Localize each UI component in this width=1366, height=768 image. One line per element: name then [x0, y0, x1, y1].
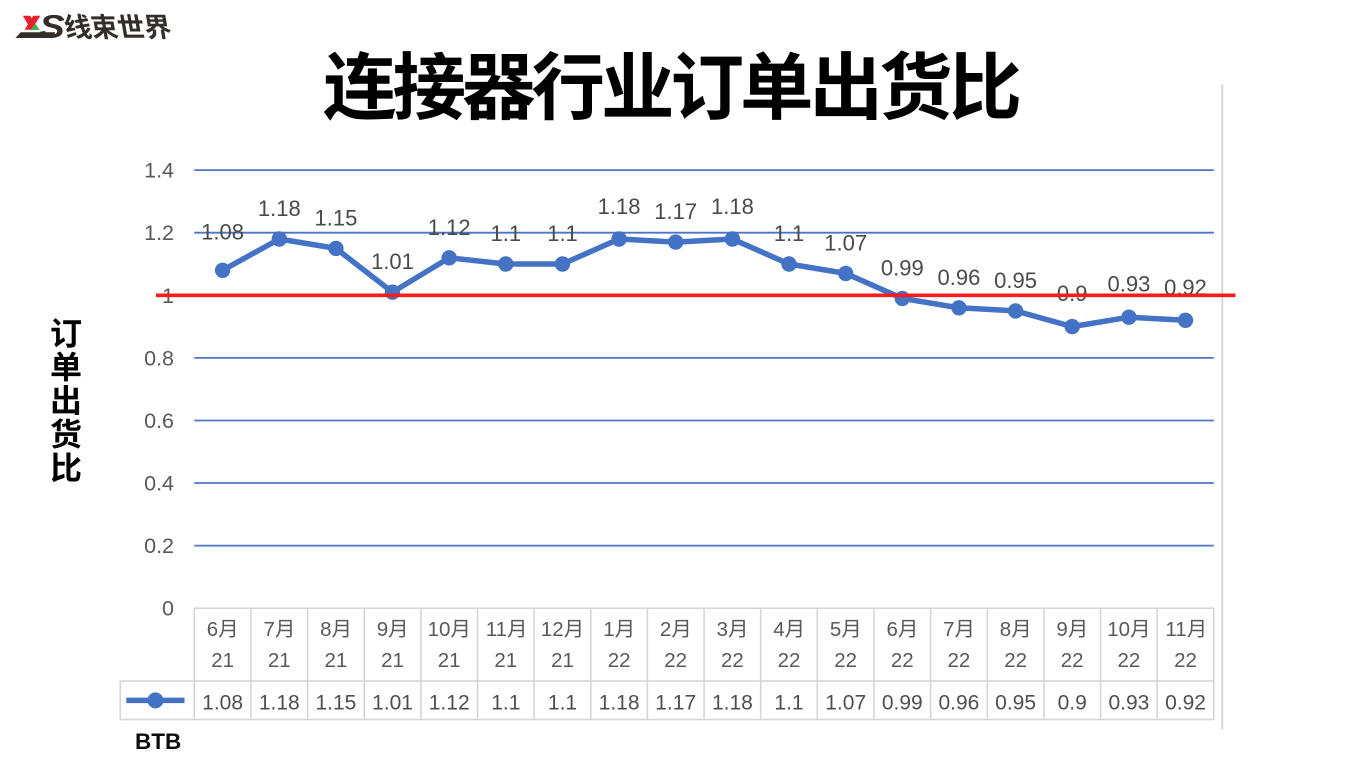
svg-text:1.01: 1.01: [371, 249, 414, 274]
svg-text:22: 22: [1061, 649, 1084, 672]
svg-text:1.07: 1.07: [824, 230, 867, 255]
svg-text:1.15: 1.15: [314, 205, 357, 230]
svg-text:21: 21: [324, 649, 347, 672]
svg-text:1.17: 1.17: [654, 199, 697, 224]
svg-text:22: 22: [834, 649, 857, 672]
svg-text:1.2: 1.2: [144, 221, 174, 245]
svg-text:2: 2: [660, 618, 671, 641]
svg-text:1.18: 1.18: [599, 692, 640, 715]
svg-text:1.18: 1.18: [258, 196, 301, 221]
svg-text:21: 21: [551, 649, 574, 672]
svg-text:0.92: 0.92: [1165, 692, 1206, 715]
svg-text:21: 21: [211, 649, 234, 672]
svg-text:7: 7: [943, 618, 954, 641]
svg-text:1.01: 1.01: [372, 692, 413, 715]
svg-text:1.12: 1.12: [428, 215, 471, 240]
svg-text:22: 22: [608, 649, 631, 672]
svg-text:6: 6: [207, 618, 218, 641]
svg-text:4: 4: [773, 618, 784, 641]
svg-text:0: 0: [162, 597, 174, 621]
svg-text:1.1: 1.1: [547, 221, 578, 246]
svg-text:0.9: 0.9: [1058, 692, 1087, 715]
svg-text:22: 22: [947, 649, 970, 672]
svg-text:22: 22: [891, 649, 914, 672]
svg-text:0.99: 0.99: [881, 255, 924, 280]
svg-text:1: 1: [603, 618, 614, 641]
svg-text:10: 10: [1107, 618, 1130, 641]
svg-text:8: 8: [1000, 618, 1011, 641]
svg-text:1.1: 1.1: [491, 221, 522, 246]
svg-text:21: 21: [268, 649, 291, 672]
svg-text:22: 22: [664, 649, 687, 672]
svg-text:7: 7: [263, 618, 274, 641]
svg-text:6: 6: [886, 618, 897, 641]
svg-text:1.18: 1.18: [598, 194, 641, 219]
svg-text:22: 22: [1174, 649, 1197, 672]
svg-text:9: 9: [1056, 618, 1067, 641]
svg-text:0.4: 0.4: [144, 472, 174, 496]
svg-text:11: 11: [1165, 618, 1186, 641]
svg-text:22: 22: [721, 649, 744, 672]
svg-text:1.1: 1.1: [491, 692, 520, 715]
svg-text:21: 21: [381, 649, 404, 672]
svg-text:1.1: 1.1: [548, 692, 577, 715]
svg-text:10: 10: [428, 618, 451, 641]
svg-text:1.1: 1.1: [774, 692, 803, 715]
svg-text:1.18: 1.18: [711, 194, 754, 219]
svg-text:22: 22: [778, 649, 801, 672]
svg-text:1.12: 1.12: [429, 692, 470, 715]
svg-text:1.07: 1.07: [825, 692, 866, 715]
svg-text:1.08: 1.08: [202, 692, 243, 715]
svg-text:1.15: 1.15: [315, 692, 356, 715]
svg-text:5: 5: [830, 618, 841, 641]
svg-text:0.96: 0.96: [938, 692, 979, 715]
svg-text:9: 9: [377, 618, 388, 641]
svg-text:8: 8: [320, 618, 331, 641]
svg-text:12: 12: [541, 618, 564, 641]
svg-text:11: 11: [486, 618, 507, 641]
svg-text:1.4: 1.4: [144, 159, 174, 183]
svg-text:1.1: 1.1: [774, 221, 805, 246]
svg-text:3: 3: [717, 618, 728, 641]
svg-text:0.95: 0.95: [995, 692, 1036, 715]
svg-text:0.95: 0.95: [994, 268, 1037, 293]
svg-text:0.96: 0.96: [937, 265, 980, 290]
svg-text:0.93: 0.93: [1107, 272, 1150, 297]
svg-text:0.6: 0.6: [144, 409, 174, 433]
svg-text:1.17: 1.17: [655, 692, 696, 715]
svg-text:0.2: 0.2: [144, 534, 174, 558]
svg-text:0.93: 0.93: [1108, 692, 1149, 715]
svg-text:1.18: 1.18: [712, 692, 753, 715]
svg-text:22: 22: [1117, 649, 1140, 672]
svg-text:0.8: 0.8: [144, 346, 174, 370]
svg-text:1.08: 1.08: [201, 219, 244, 244]
svg-text:21: 21: [438, 649, 461, 672]
svg-text:21: 21: [494, 649, 517, 672]
svg-text:0.99: 0.99: [882, 692, 923, 715]
svg-text:22: 22: [1004, 649, 1027, 672]
svg-text:1.18: 1.18: [259, 692, 300, 715]
svg-text:BTB: BTB: [135, 729, 181, 754]
